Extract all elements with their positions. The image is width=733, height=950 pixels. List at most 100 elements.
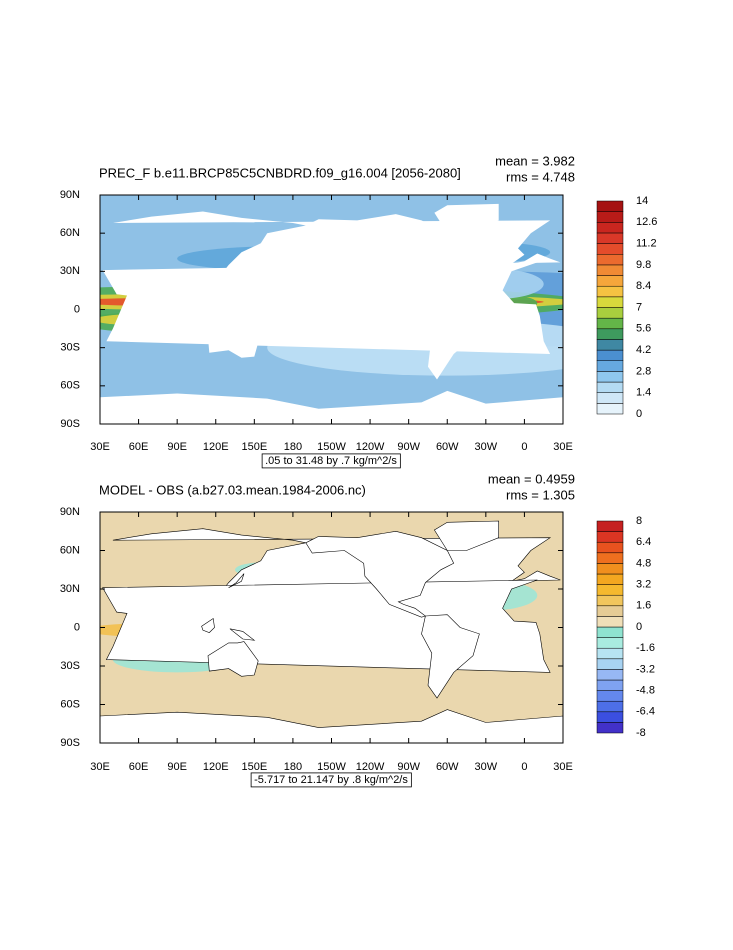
colorbar-label: 2.8 — [636, 365, 651, 377]
mean-stat: mean = 0.4959 — [488, 471, 575, 486]
colorbar-label: 0 — [636, 408, 642, 420]
colorbar-label: -1.6 — [636, 642, 655, 654]
colorbar-box — [596, 200, 624, 212]
map-field — [0, 195, 563, 424]
colorbar-box — [596, 232, 624, 244]
colorbar-label: 8.4 — [636, 280, 651, 292]
colorbar-label: 4.8 — [636, 557, 651, 569]
colorbar-box — [596, 573, 624, 585]
lat-label: 90N — [60, 506, 80, 518]
lon-label: 150W — [317, 441, 346, 453]
land — [421, 296, 480, 380]
land — [421, 614, 480, 699]
lon-label: 120W — [356, 761, 385, 773]
colorbar-label: 11.2 — [636, 238, 657, 250]
colorbar-box — [596, 264, 624, 276]
map-panel: 90N 60N 30N 0 30S 60S 90S 30E 60E 90E 120E 150E 180 1… — [0, 153, 657, 469]
land — [100, 390, 563, 424]
lon-label: 90E — [167, 441, 187, 453]
colorbar-box — [596, 222, 624, 234]
colorbar-label: 4.2 — [636, 344, 651, 356]
lon-label: 30W — [475, 761, 498, 773]
land — [201, 300, 215, 315]
colorbar-box — [596, 339, 624, 351]
land — [0, 391, 100, 424]
colorbar-box — [596, 711, 624, 723]
lon-label: 120W — [356, 441, 385, 453]
range-label: .05 to 31.48 by .7 kg/m^2/s — [265, 455, 397, 467]
colorbar-box — [596, 690, 624, 702]
colorbar-label: 8 — [636, 515, 642, 527]
lat-label: 0 — [74, 621, 80, 633]
colorbar-label: 9.8 — [636, 259, 651, 271]
lon-label: 30E — [90, 761, 110, 773]
lat-label: 60S — [60, 698, 80, 710]
land — [229, 310, 255, 323]
mean-stat: mean = 3.982 — [495, 153, 575, 168]
colorbar-label: 1.4 — [636, 387, 651, 399]
colorbar-box — [596, 584, 624, 596]
lon-label: 0 — [521, 761, 527, 773]
colorbar-box — [596, 658, 624, 670]
colorbar-box — [596, 563, 624, 575]
colorbar-label: 7 — [636, 301, 642, 313]
land — [100, 709, 563, 743]
land — [305, 530, 455, 618]
colorbar-box — [596, 243, 624, 255]
map-field — [0, 512, 563, 743]
colorbar-box — [596, 275, 624, 287]
lon-label: 30E — [553, 441, 573, 453]
land — [0, 529, 97, 627]
lon-label: 120E — [203, 441, 229, 453]
colorbar-box — [596, 594, 624, 607]
lon-label: 60W — [436, 441, 459, 453]
colorbar-label: -8 — [636, 727, 646, 739]
land — [0, 204, 36, 233]
colorbar-box — [596, 541, 624, 554]
colorbar-box — [596, 669, 624, 681]
panel-title: PREC_F b.e11.BRCP85C5CNBDRD.f09_g16.004 … — [99, 165, 461, 180]
colorbar-box — [596, 531, 624, 543]
lat-label: 0 — [74, 303, 80, 315]
colorbar-box — [596, 392, 624, 404]
lon-label: 150W — [317, 761, 346, 773]
land — [305, 214, 454, 300]
lat-label: 60S — [60, 380, 80, 392]
colorbar-box — [596, 211, 624, 223]
colorbar-label: 3.2 — [636, 579, 651, 591]
colorbar-label: 12.6 — [636, 216, 657, 228]
colorbar-box — [596, 349, 624, 362]
colorbar-box — [596, 520, 624, 532]
land — [207, 641, 259, 677]
land — [201, 617, 215, 633]
land — [0, 615, 16, 698]
range-box — [250, 772, 412, 788]
colorbar-box — [596, 307, 624, 319]
lon-label: 30W — [475, 441, 498, 453]
lon-label: 0 — [521, 441, 527, 453]
lon-label: 180 — [284, 761, 302, 773]
colorbar-box — [596, 700, 624, 713]
lon-label: 90W — [397, 441, 420, 453]
colorbar-box — [596, 626, 624, 638]
colorbar-box — [596, 403, 624, 415]
lat-label: 30S — [60, 342, 80, 354]
lat-label: 90S — [60, 737, 80, 749]
colorbar-label: -6.4 — [636, 706, 655, 718]
colorbar-box — [596, 328, 624, 340]
colorbar-box — [596, 552, 624, 564]
colorbar-box — [596, 296, 624, 308]
land — [208, 323, 259, 358]
land — [0, 297, 16, 380]
lon-label: 90W — [397, 761, 420, 773]
lon-label: 90E — [167, 761, 187, 773]
land — [433, 520, 500, 551]
range-label: -5.717 to 21.147 by .8 kg/m^2/s — [254, 774, 408, 786]
lon-label: 180 — [284, 441, 302, 453]
map-panel: 90N 60N 30N 0 30S 60S 90S 30E 60E 90E 120E 150E 180 1… — [0, 471, 655, 788]
lat-label: 30S — [60, 660, 80, 672]
colorbar-label: 0 — [636, 621, 642, 633]
colorbar-box — [596, 381, 624, 393]
